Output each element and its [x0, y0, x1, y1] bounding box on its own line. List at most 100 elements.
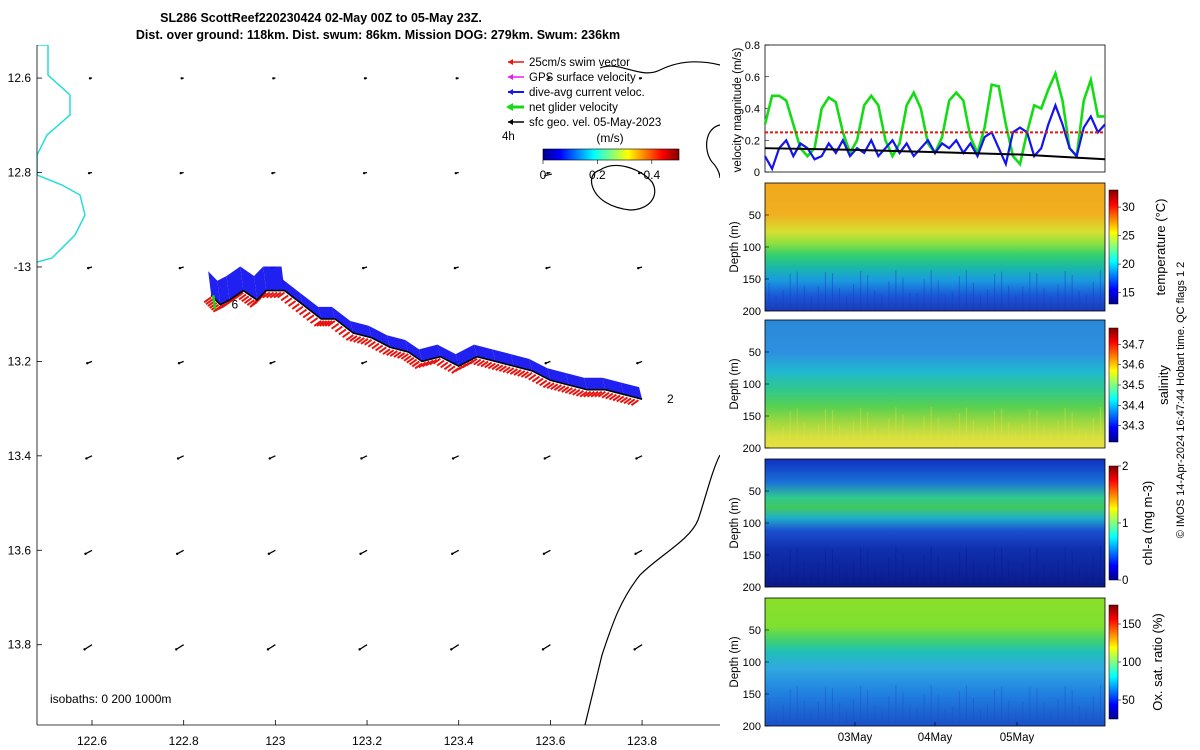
- map-ytick-label: 13.8: [8, 638, 32, 652]
- swim-vector: [306, 314, 315, 322]
- swim-vector: [324, 320, 333, 327]
- swim-vector: [280, 294, 289, 302]
- swim-vector: [291, 303, 300, 310]
- swim-vector: [594, 390, 603, 398]
- swim-vector: [364, 338, 373, 346]
- date-tick-label: 03May: [838, 732, 873, 744]
- geo-vel-arrowhead: [179, 171, 182, 175]
- swim-vector: [360, 338, 369, 345]
- geo-vel-arrowhead: [542, 552, 546, 556]
- map-tick-labels: 122.6 122.8 123 123.2 123.4 123.6 123.8 12.6 12.…: [8, 71, 658, 748]
- swim-vector: [243, 297, 253, 305]
- colorbar-tick-label: 34.7: [1122, 339, 1144, 351]
- colorbar-tick-label: 50: [1122, 695, 1135, 707]
- colorbar-tick-label: 0.4: [643, 168, 660, 182]
- depth-tick-label: 150: [743, 689, 761, 701]
- colorbar-tick-label: 34.6: [1122, 360, 1144, 372]
- map-xtick-label: 123.8: [627, 734, 657, 748]
- geo-vel-arrowhead: [453, 266, 457, 270]
- swim-vector: [319, 320, 328, 327]
- temperature-ylabel: Depth (m): [729, 221, 741, 272]
- swim-vector: [353, 336, 362, 343]
- dive-avg-current-vector: [240, 266, 258, 300]
- geo-vel-arrow: [268, 549, 276, 555]
- swim-vector: [436, 359, 445, 367]
- swim-vector: [429, 358, 438, 366]
- swim-vector: [345, 334, 354, 341]
- dive-avg-current-vector: [208, 271, 221, 305]
- geo-vel-arrowhead: [455, 77, 458, 80]
- swim-vector: [491, 363, 500, 371]
- geo-vel-arrow: [451, 549, 460, 555]
- swim-vector: [334, 325, 343, 333]
- depth-tick-label: 200: [743, 582, 761, 594]
- swim-vector: [502, 366, 511, 373]
- temperature-panel: 50 100 150 200 Depth (m) 15 20 25 30 temperatu…: [729, 182, 1168, 318]
- salinity-colorbar-label: salinity: [1156, 365, 1171, 405]
- geo-vel-arrowhead: [87, 171, 91, 175]
- chla-depth-ticks: 50 100 150 200: [743, 486, 769, 594]
- chla-panel: 50 100 150 200 Depth (m) 0 1 2 chl-a (mg m-3): [729, 458, 1155, 594]
- swim-vector: [601, 391, 610, 399]
- geo-vel-arrow: [542, 644, 551, 650]
- swim-vector: [487, 362, 496, 370]
- map-ytick-label: 13.6: [8, 543, 32, 557]
- speed-colorbar-ticks: 0 0.2 0.4: [540, 160, 660, 182]
- colorbar-tick-label: 34.3: [1122, 421, 1144, 433]
- isobath-label: isobaths: 0 200 1000m: [50, 692, 171, 706]
- swim-vector: [546, 382, 555, 390]
- dive-avg-current-vector: [299, 292, 322, 319]
- swim-vector: [579, 390, 588, 398]
- geo-vel-arrowhead: [636, 362, 639, 365]
- salinity-depth-ticks: 50 100 150 200: [743, 347, 769, 455]
- oxygen-colorbar-label: Ox. sat. ratio (%): [1150, 613, 1165, 711]
- swim-vector: [203, 296, 212, 304]
- dive-avg-current-vector: [405, 339, 423, 362]
- map-ytick-label: 13.4: [8, 449, 32, 463]
- swim-vector: [414, 362, 423, 370]
- map-xtick-label: 123: [265, 734, 285, 748]
- swim-vector: [524, 372, 533, 379]
- chla-ylabel: Depth (m): [729, 497, 741, 548]
- dive-avg-current-vector: [254, 266, 267, 300]
- swim-vector: [298, 308, 308, 316]
- geo-vel-arrowhead: [358, 648, 361, 651]
- swim-vector: [262, 291, 271, 299]
- geo-vel-arrowhead: [637, 171, 641, 175]
- temperature-colorbar: [1108, 189, 1119, 305]
- legend-dive-avg-arrowhead: [508, 89, 513, 95]
- depth-tick-label: 100: [743, 242, 761, 254]
- swim-vector: [520, 371, 529, 378]
- velocity-series: [763, 69, 1106, 172]
- swim-vector: [349, 335, 358, 342]
- swim-vector: [608, 393, 617, 401]
- geo-vel-arrowhead: [634, 552, 637, 556]
- geo-vel-arrowhead: [83, 648, 86, 651]
- isobath-1000m-line: [584, 454, 720, 725]
- temperature-colorbar-label: temperature (°C): [1153, 199, 1168, 296]
- geo-vel-arrowhead: [180, 77, 183, 80]
- chla-colorbar-ticks: 0 1 2: [1118, 461, 1128, 587]
- swim-vector: [287, 300, 297, 307]
- geo-vel-arrowhead: [545, 266, 548, 270]
- swim-vector: [371, 342, 380, 350]
- swim-vector: [321, 320, 331, 327]
- swim-vector: [550, 383, 559, 390]
- depth-tick-label: 200: [743, 443, 761, 455]
- colorbar-tick-label: 100: [1122, 657, 1141, 669]
- velocity-panel: 0 0.2 0.4 0.6 0.8 velocity magnitude (m/s): [732, 40, 1106, 179]
- colorbar-tick-label: 2: [1122, 461, 1128, 473]
- swim-vector: [378, 346, 387, 354]
- swim-vector: [408, 358, 418, 366]
- swim-vector: [590, 390, 599, 398]
- swim-vector: [418, 361, 427, 369]
- swim-vector: [406, 356, 415, 364]
- swim-vector: [528, 373, 537, 381]
- swim-vector: [495, 364, 504, 372]
- geo-vel-arrow: [359, 644, 368, 650]
- swim-vector: [469, 357, 478, 365]
- colorbar-tick-label: 0.2: [589, 168, 606, 182]
- geo-vel-arrowhead: [633, 648, 636, 651]
- map-ytick-label: -13: [14, 260, 32, 274]
- geo-vel-arrowhead: [271, 171, 274, 175]
